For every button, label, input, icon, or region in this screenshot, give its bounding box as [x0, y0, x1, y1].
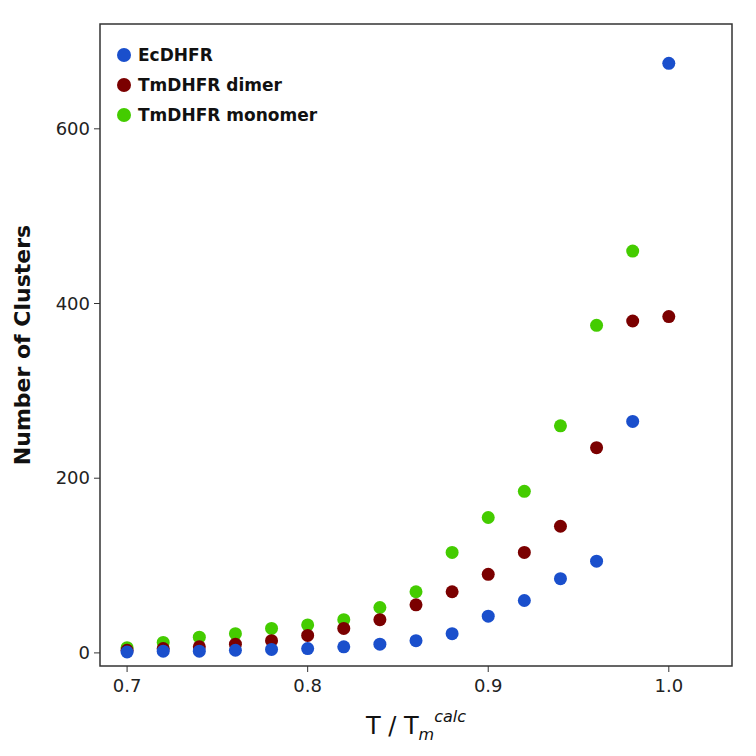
- point: [410, 585, 423, 598]
- point: [482, 511, 495, 524]
- point: [446, 627, 459, 640]
- point: [373, 638, 386, 651]
- point: [229, 644, 242, 657]
- point: [373, 613, 386, 626]
- x-tick: [668, 666, 669, 672]
- x-tick: [488, 666, 489, 672]
- point: [518, 594, 531, 607]
- point: [121, 646, 134, 659]
- y-tick-label: 600: [56, 118, 90, 139]
- point: [482, 568, 495, 581]
- y-tick-label: 200: [56, 467, 90, 488]
- x-tick-label: 0.9: [474, 675, 503, 696]
- point: [518, 546, 531, 559]
- point: [410, 634, 423, 647]
- point: [590, 555, 603, 568]
- point: [337, 640, 350, 653]
- plot-frame: [100, 24, 732, 666]
- x-axis-label: T / Tmcalc: [365, 707, 466, 744]
- chart: 0.7 0.8 0.9 1.0 0 200 400 600 T / Tmcalc Number o…: [0, 0, 756, 756]
- point: [446, 546, 459, 559]
- y-tick-label: 0: [79, 642, 90, 663]
- point: [626, 314, 639, 327]
- point: [554, 572, 567, 585]
- y-tick-label: 400: [56, 293, 90, 314]
- axes: 0.7 0.8 0.9 1.0 0 200 400 600: [56, 24, 732, 696]
- point: [662, 57, 675, 70]
- series: [121, 245, 640, 655]
- legend-marker: [117, 78, 131, 92]
- point: [482, 610, 495, 623]
- point: [626, 415, 639, 428]
- point: [301, 642, 314, 655]
- x-tick-label: 0.7: [113, 675, 142, 696]
- y-axis-label: Number of Clusters: [10, 225, 35, 465]
- point: [157, 645, 170, 658]
- legend: EcDHFR TmDHFR dimer TmDHFR monomer: [117, 45, 318, 125]
- legend-label: TmDHFR dimer: [138, 75, 283, 95]
- x-axis-label-sup: calc: [434, 707, 466, 726]
- point: [554, 419, 567, 432]
- legend-label: TmDHFR monomer: [138, 105, 318, 125]
- point: [590, 319, 603, 332]
- point: [662, 310, 675, 323]
- y-tick: [94, 652, 100, 653]
- x-tick-label: 0.8: [293, 675, 322, 696]
- x-axis-label-sub: m: [419, 725, 435, 744]
- point: [554, 520, 567, 533]
- point: [337, 622, 350, 635]
- y-tick: [94, 303, 100, 304]
- x-tick-label: 1.0: [654, 675, 683, 696]
- legend-label: EcDHFR: [138, 45, 213, 65]
- legend-marker: [117, 48, 131, 62]
- point: [410, 598, 423, 611]
- point: [626, 245, 639, 258]
- series: [121, 57, 676, 659]
- y-tick: [94, 478, 100, 479]
- point: [193, 645, 206, 658]
- x-tick: [127, 666, 128, 672]
- point: [265, 643, 278, 656]
- legend-marker: [117, 108, 131, 122]
- series: [121, 310, 676, 657]
- x-tick: [307, 666, 308, 672]
- point: [518, 485, 531, 498]
- point: [446, 585, 459, 598]
- x-axis-label-main: T / T: [365, 712, 419, 740]
- point: [590, 441, 603, 454]
- points: [121, 57, 676, 659]
- point: [301, 629, 314, 642]
- y-tick: [94, 128, 100, 129]
- point: [373, 601, 386, 614]
- point: [265, 622, 278, 635]
